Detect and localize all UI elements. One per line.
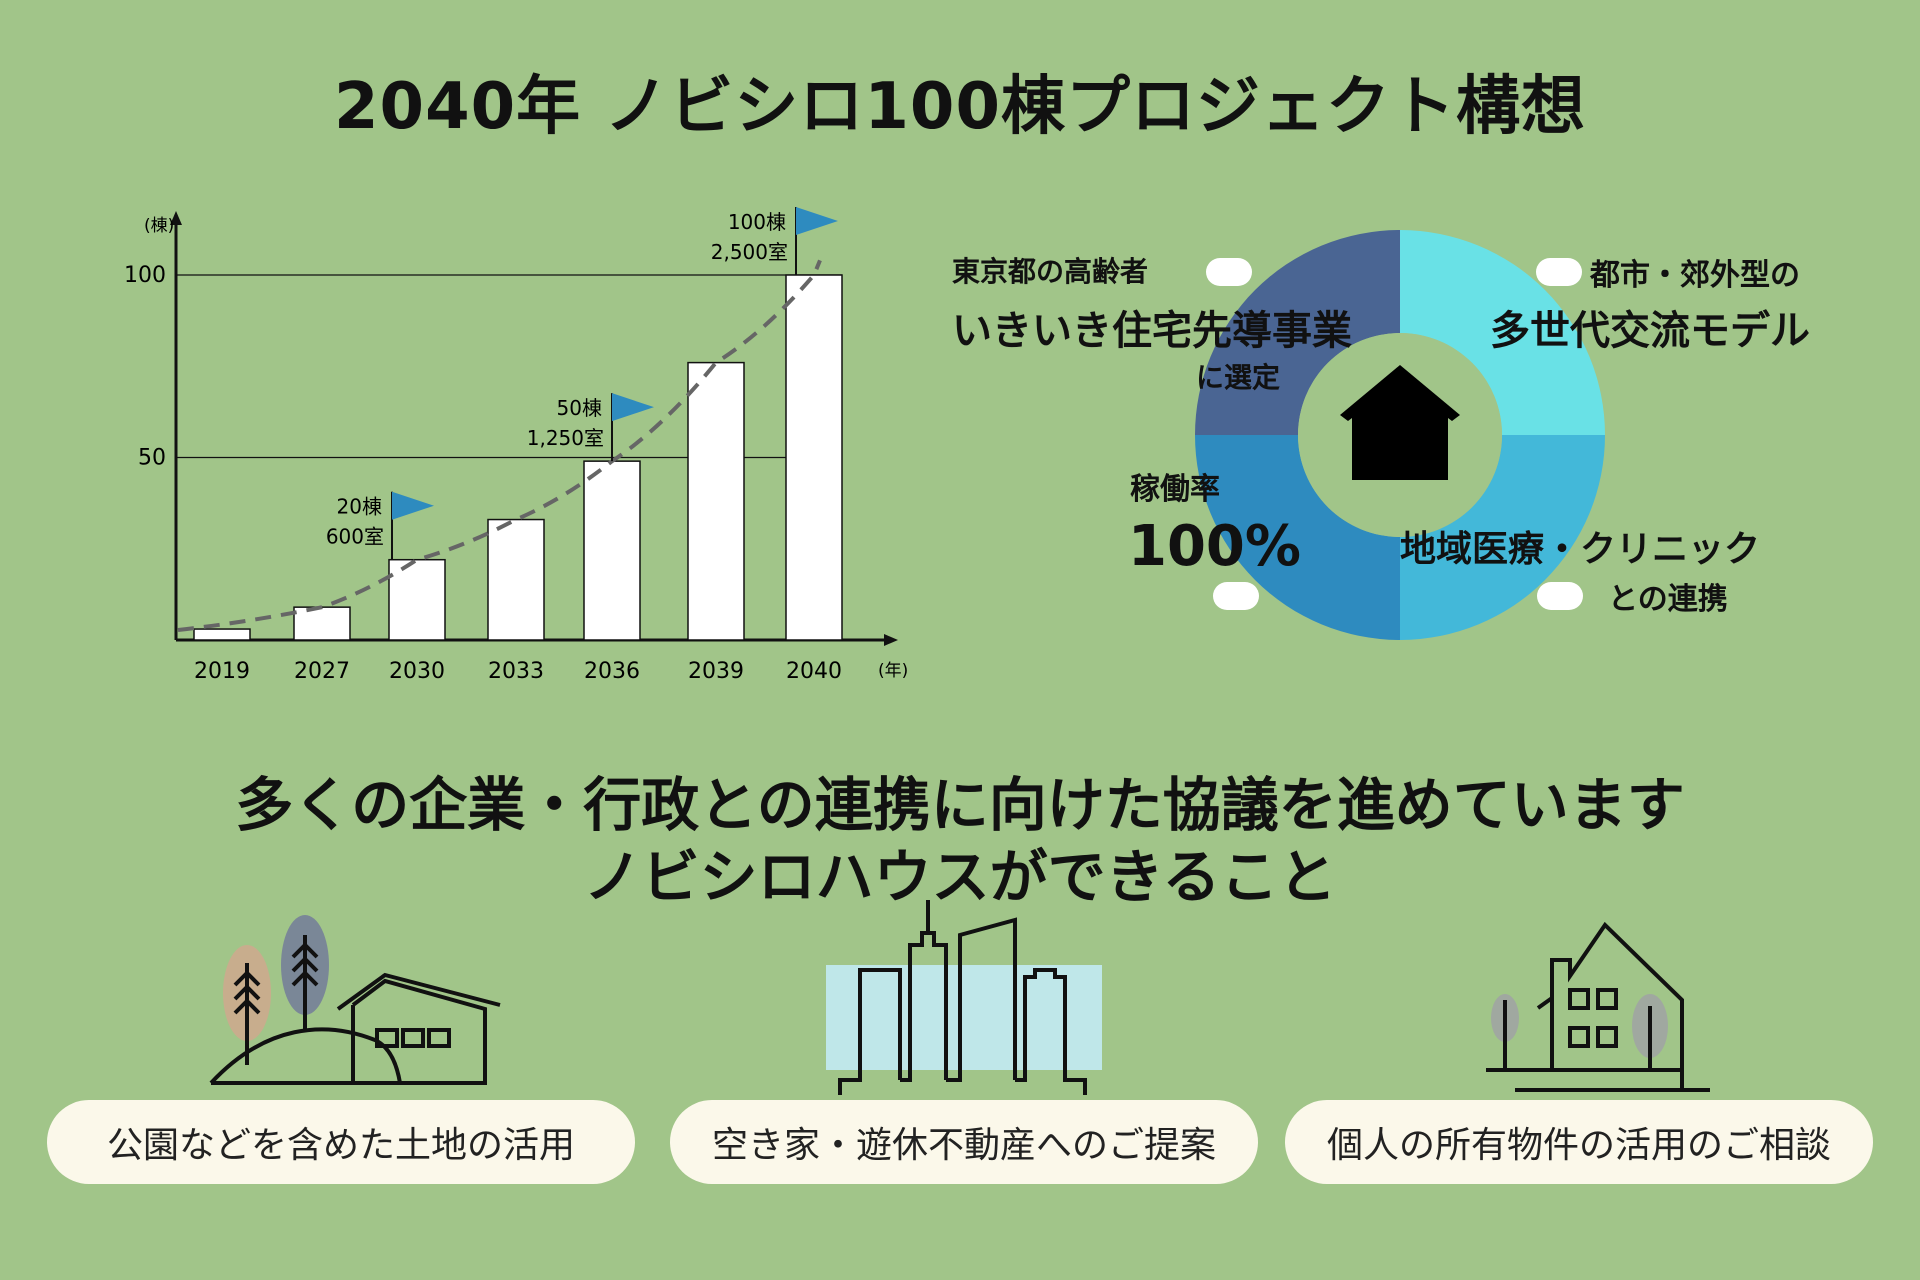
x-tick-label: 2036: [584, 659, 640, 684]
card-vacant-house: 空き家・遊休不動産へのご提案: [670, 1100, 1258, 1184]
connector-dot-bl: [1213, 582, 1259, 610]
donut-segment-bottom-left: [1195, 435, 1400, 640]
donut-label-bl-1: 稼働率: [1130, 472, 1220, 507]
donut-label-br-2: との連携: [1608, 582, 1728, 617]
bar-2030: [388, 558, 446, 641]
donut-segment-top-right: [1400, 230, 1605, 435]
house-icon: [1340, 365, 1460, 480]
flag-2030: [392, 491, 434, 520]
bar-2040: [785, 274, 843, 641]
y-axis-arrow: [170, 211, 182, 225]
bar-2027: [293, 606, 351, 641]
x-tick-label: 2039: [688, 659, 744, 684]
annotation-count: 100棟: [728, 210, 786, 234]
x-tick-label: 2040: [786, 659, 842, 684]
y-axis-label: (棟): [144, 216, 174, 236]
connector-dot-tr: [1536, 258, 1582, 286]
card-land-use: 公園などを含めた土地の活用: [47, 1100, 635, 1184]
donut-label-tl-3: に選定: [1196, 361, 1281, 394]
annotation-rooms: 2,500室: [711, 240, 788, 264]
y-tick-label: 100: [124, 263, 166, 288]
trend-line: [177, 259, 822, 632]
city-buildings-icon: [826, 900, 1102, 1095]
flag-2036: [612, 393, 654, 422]
x-axis-label: (年): [878, 661, 908, 681]
annotation-rooms: 600室: [326, 525, 384, 549]
y-tick-label: 50: [138, 446, 166, 471]
donut-label-br-1: 地域医療・クリニック: [1400, 529, 1761, 570]
donut-label-tr-1: 都市・郊外型の: [1590, 258, 1800, 293]
donut-diagram: [1195, 230, 1605, 640]
x-tick-label: 2019: [194, 659, 250, 684]
bar-2019: [193, 628, 251, 641]
connector-dot-tl: [1206, 258, 1252, 286]
annotation-count: 20棟: [337, 495, 382, 519]
x-tick-label: 2033: [488, 659, 544, 684]
card-owned-property: 個人の所有物件の活用のご相談: [1285, 1100, 1873, 1184]
donut-segment-top-left: [1195, 230, 1400, 435]
donut-label-tr-2: 多世代交流モデル: [1490, 308, 1810, 354]
x-tick-label: 2030: [389, 659, 445, 684]
subtitle-line-1: 多くの企業・行政との連携に向けた協議を進めています: [235, 771, 1685, 839]
bar-chart: (棟) (年) 50 100 2019 2027 2030 2033 2036 2039 204…: [124, 207, 908, 684]
x-axis-arrow: [884, 634, 898, 646]
bar-2039: [687, 361, 745, 641]
donut-segment-bottom-right: [1400, 435, 1605, 640]
bar-2036: [583, 460, 641, 641]
x-tick-label: 2027: [294, 659, 350, 684]
owned-house-icon: [1486, 921, 1710, 1092]
flag-2040: [796, 207, 838, 235]
subtitle-line-2: ノビシロハウスができること: [583, 843, 1337, 911]
park-house-icon: [209, 915, 501, 1085]
annotation-rooms: 1,250室: [527, 426, 604, 450]
annotation-count: 50棟: [557, 396, 602, 420]
donut-label-tl-2: いきいき住宅先導事業: [952, 308, 1352, 354]
bar-2033: [487, 518, 545, 641]
donut-label-bl-2: 100%: [1128, 514, 1302, 579]
donut-label-tl-1: 東京都の高齢者: [952, 255, 1149, 288]
connector-dot-br: [1537, 582, 1583, 610]
page-title: 2040年 ノビシロ100棟プロジェクト構想: [334, 70, 1586, 144]
